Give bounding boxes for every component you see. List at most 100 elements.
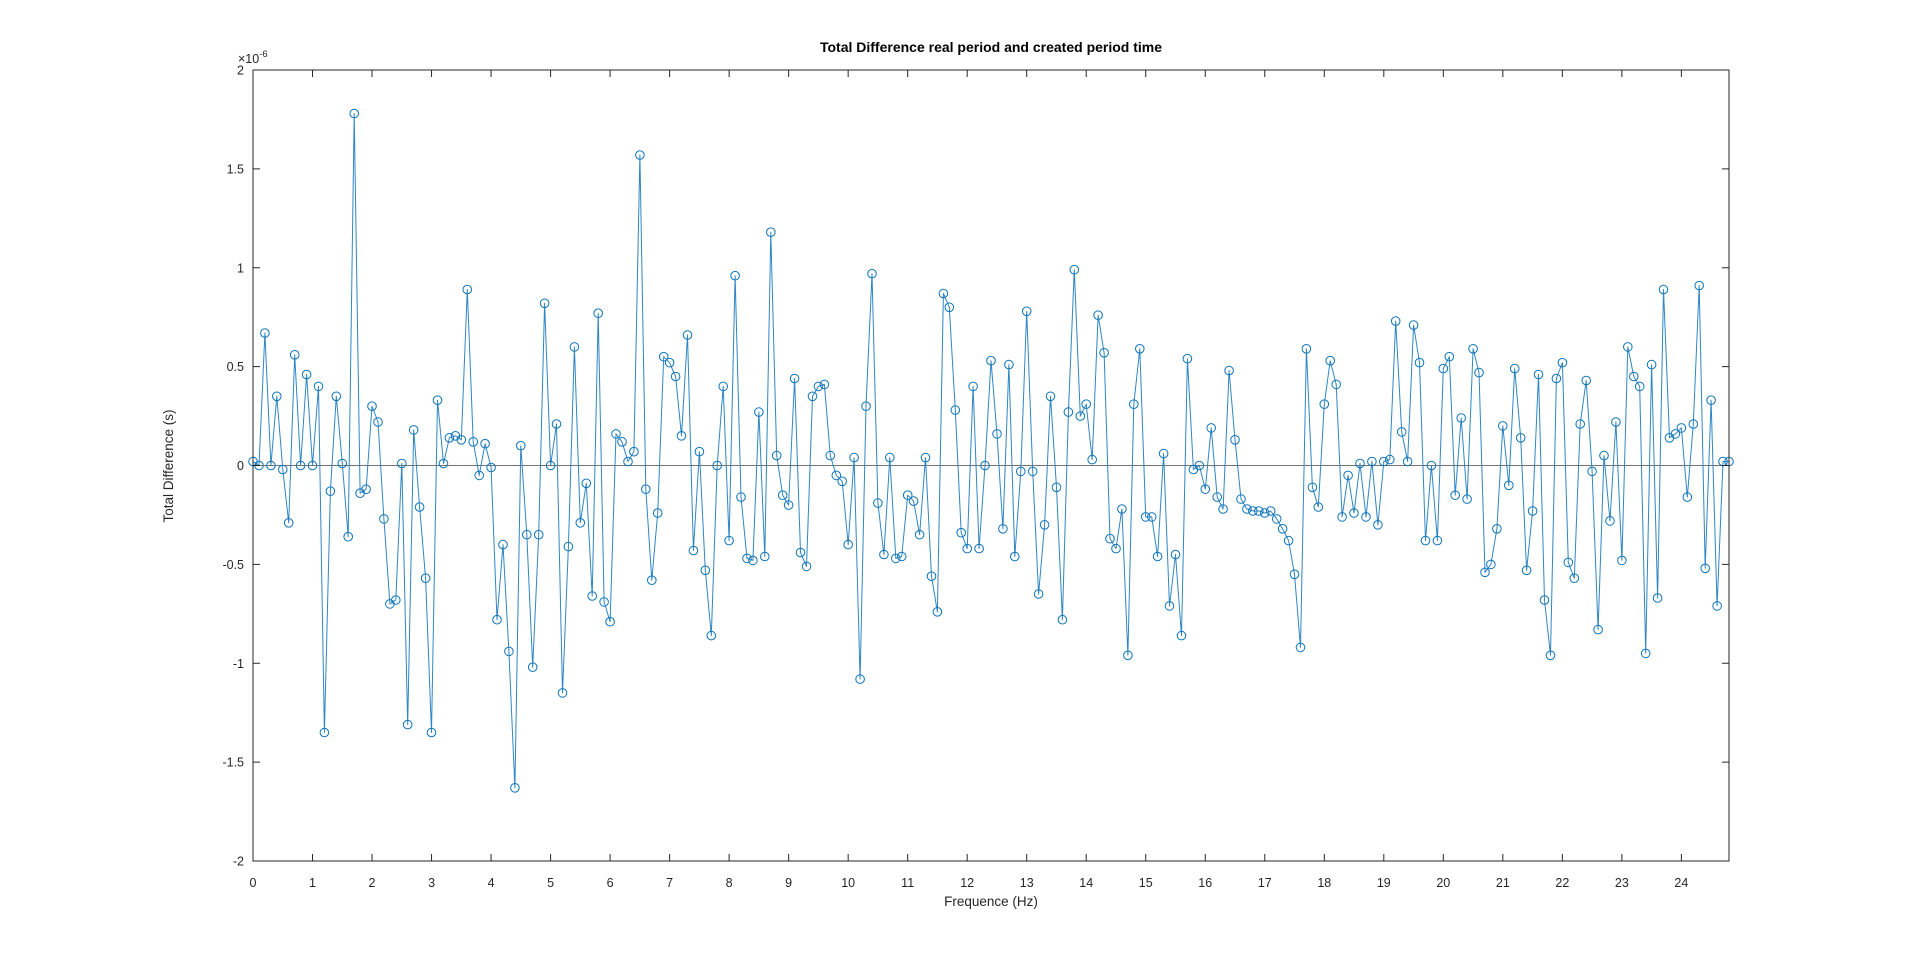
data-point-marker: [920, 452, 931, 463]
data-point-marker: [587, 591, 598, 601]
data-point-marker: [1367, 456, 1377, 467]
x-tick-label: 22: [1555, 876, 1569, 890]
data-point-marker: [1462, 494, 1472, 504]
data-point-marker: [593, 308, 604, 319]
data-point-marker: [1480, 567, 1490, 578]
y-tick-label: 1.5: [227, 162, 244, 176]
data-point-marker: [1039, 520, 1050, 530]
data-point-marker: [641, 484, 651, 495]
data-point-marker: [896, 551, 907, 562]
data-point-marker: [551, 419, 562, 429]
data-point-marker: [1486, 559, 1496, 570]
data-point-marker: [343, 531, 354, 542]
x-tick-label: 11: [901, 876, 914, 890]
data-point-marker: [998, 524, 1008, 534]
data-point-marker: [652, 508, 663, 518]
data-point-marker: [748, 555, 758, 566]
x-tick-label: 20: [1436, 876, 1450, 890]
y-axis-exponent-label: ×10-6: [238, 49, 268, 66]
data-point-marker: [307, 460, 318, 471]
data-point-marker: [492, 614, 502, 625]
data-point-marker: [1289, 569, 1300, 580]
y-tick-label: 2: [237, 64, 244, 78]
data-point-marker: [325, 486, 336, 497]
data-point-marker: [676, 431, 687, 441]
data-point-marker: [1349, 508, 1359, 518]
data-point-marker: [807, 391, 818, 402]
data-point-marker: [742, 553, 752, 564]
data-point-marker: [724, 535, 734, 546]
data-point-marker: [1545, 650, 1556, 661]
x-tick-label: 0: [250, 876, 257, 890]
data-point-marker: [337, 458, 348, 469]
data-point-marker: [426, 727, 437, 738]
data-point-marker: [1533, 369, 1544, 380]
data-point-marker: [1265, 506, 1276, 516]
data-point-marker: [1051, 482, 1062, 493]
data-point-marker: [1033, 589, 1044, 599]
data-point-marker: [1135, 344, 1145, 354]
data-point-marker: [1105, 533, 1115, 544]
data-point-marker: [754, 407, 764, 417]
data-point-marker: [1158, 448, 1169, 459]
data-point-marker: [879, 549, 889, 560]
data-point-marker: [891, 553, 901, 564]
data-point-marker: [301, 369, 312, 380]
x-tick-label: 12: [960, 876, 974, 890]
data-point-marker: [1325, 355, 1335, 366]
data-point-marker: [1414, 357, 1425, 368]
data-point-marker: [1438, 363, 1449, 374]
data-point-marker: [926, 571, 937, 582]
data-point-marker: [527, 662, 538, 673]
data-point-marker: [444, 433, 455, 443]
data-point-marker: [694, 446, 705, 457]
data-point-marker: [1277, 524, 1288, 534]
data-point-marker: [504, 646, 514, 657]
data-point-marker: [1646, 359, 1657, 370]
y-axis-label: Total Difference (s): [161, 409, 176, 522]
data-point-marker: [1164, 601, 1175, 611]
data-point-marker: [349, 108, 360, 119]
data-point-marker: [1432, 535, 1443, 546]
data-point-marker: [992, 429, 1002, 439]
data-point-marker: [1182, 353, 1193, 364]
data-point-marker: [575, 518, 586, 528]
data-point-marker: [432, 395, 443, 406]
data-point-marker: [1123, 650, 1133, 661]
x-tick-label: 4: [488, 876, 495, 890]
data-point-marker: [278, 464, 288, 475]
data-point-marker: [1242, 504, 1252, 514]
data-point-marker: [1146, 512, 1157, 522]
data-point-marker: [1700, 563, 1710, 574]
data-point-marker: [1682, 492, 1693, 502]
data-point-marker: [1557, 357, 1568, 368]
data-point-marker: [498, 539, 508, 550]
data-point-marker: [605, 616, 615, 627]
x-tick-label: 2: [369, 876, 376, 890]
x-tick-label: 18: [1317, 876, 1331, 890]
data-point-marker: [1379, 456, 1389, 467]
data-point-marker: [1468, 344, 1478, 354]
data-point-marker: [1527, 506, 1538, 516]
data-point-marker: [1593, 624, 1603, 635]
data-point-marker: [1200, 484, 1211, 495]
data-point-marker: [819, 379, 830, 390]
data-point-marker: [968, 381, 978, 392]
data-point-marker: [670, 371, 681, 382]
y-tick-label: 0.5: [227, 360, 244, 374]
data-point-marker: [373, 417, 383, 427]
data-point-marker: [700, 565, 711, 576]
data-point-marker: [1295, 642, 1306, 653]
data-point-marker: [777, 490, 788, 501]
data-point-marker: [908, 496, 919, 506]
x-tick-label: 21: [1496, 876, 1510, 890]
data-point-marker: [397, 458, 407, 469]
data-point-marker: [1599, 450, 1609, 461]
data-point-marker: [474, 470, 485, 481]
data-point-marker: [783, 500, 794, 510]
data-point-marker: [1301, 344, 1312, 354]
data-point-marker: [438, 458, 449, 469]
data-point-marker: [1456, 413, 1466, 423]
x-tick-label: 24: [1674, 876, 1688, 890]
data-point-marker: [1617, 555, 1627, 566]
